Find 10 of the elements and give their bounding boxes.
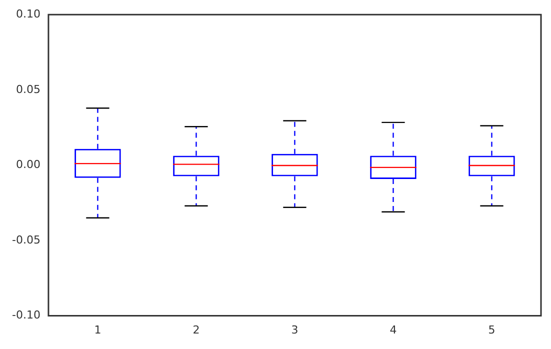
y-tick-label: -0.05 [12, 233, 40, 246]
x-tick-label: 2 [192, 323, 200, 336]
y-tick-label: 0.10 [16, 7, 40, 20]
x-tick-label: 4 [390, 323, 397, 336]
y-tick-label: -0.10 [12, 308, 40, 322]
y-tick-label: 0.00 [16, 158, 40, 172]
x-tick-label: 5 [488, 323, 496, 336]
x-tick-label: 3 [291, 323, 298, 336]
y-tick-label: 0.05 [16, 82, 40, 96]
x-tick-label: 1 [94, 323, 102, 336]
